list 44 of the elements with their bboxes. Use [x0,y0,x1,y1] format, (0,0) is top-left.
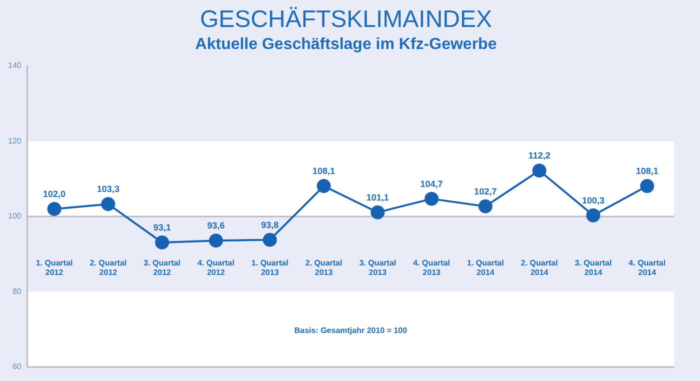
point [47,202,62,216]
text: 103,3 [96,184,120,194]
point [208,234,223,248]
y-tick-label: 80 [12,286,22,296]
text: 93,6 [207,220,225,231]
text: 108,1 [312,166,336,176]
point [478,199,492,214]
text: 102,7 [474,186,497,196]
text: 101,1 [366,192,389,202]
text: 112,2 [528,150,550,161]
point [316,179,331,194]
point [370,205,385,220]
x-tick-label: 1. Quartal 2014 [466,258,504,278]
x-tick-label: 3. Quartal 2012 [144,258,181,278]
text: 93,1 [153,222,171,232]
chart-subtitle: Aktuelle Geschäftslage im Kfz-Gewerbe [195,36,497,53]
point [532,164,546,178]
text: 102,0 [43,188,66,199]
point [101,197,116,212]
point [155,235,170,250]
text: 104,7 [420,178,443,189]
chart-title: GESCHÄFTSKLIMAINDEX [200,6,492,34]
text: 108,1 [636,166,658,176]
x-tick-label: 3. Quartal 2013 [359,258,396,278]
x-tick-label: 2. Quartal 2014 [520,258,558,278]
x-tick-label: 4. Quartal 2013 [413,258,450,278]
point [640,179,654,194]
point [262,232,277,247]
x-tick-label: 4. Quartal 2014 [628,258,666,278]
x-tick-label: 3. Quartal 2014 [574,258,612,278]
text: 100,3 [582,195,605,206]
y-tick-label: 140 [8,61,22,70]
x-tick-label: 2. Quartal 2012 [90,258,127,278]
annotation: Basis: Gesamtjahr 2010 = 100 [294,326,408,335]
x-tick-label: 1. Quartal 2012 [36,258,73,278]
x-tick-label: 2. Quartal 2013 [305,258,342,278]
y-tick-label: 100 [8,212,22,221]
y-tick-label: 60 [12,362,22,372]
x-tick-label: 1. Quartal 2013 [251,258,288,278]
x-tick-label: 4. Quartal 2012 [198,258,234,278]
text: 93,8 [261,220,279,230]
point [424,192,439,206]
y-tick-label: 120 [8,136,22,146]
point [586,208,600,222]
